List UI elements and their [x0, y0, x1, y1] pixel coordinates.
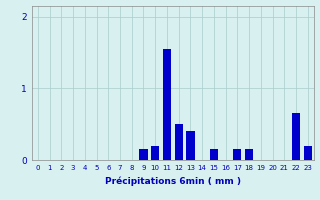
Bar: [304, 146, 312, 160]
Bar: [140, 149, 148, 160]
Bar: [233, 149, 242, 160]
Bar: [163, 49, 171, 160]
Bar: [210, 149, 218, 160]
Bar: [186, 131, 195, 160]
Bar: [151, 146, 159, 160]
Bar: [292, 113, 300, 160]
X-axis label: Précipitations 6min ( mm ): Précipitations 6min ( mm ): [105, 176, 241, 186]
Bar: [245, 149, 253, 160]
Bar: [175, 124, 183, 160]
